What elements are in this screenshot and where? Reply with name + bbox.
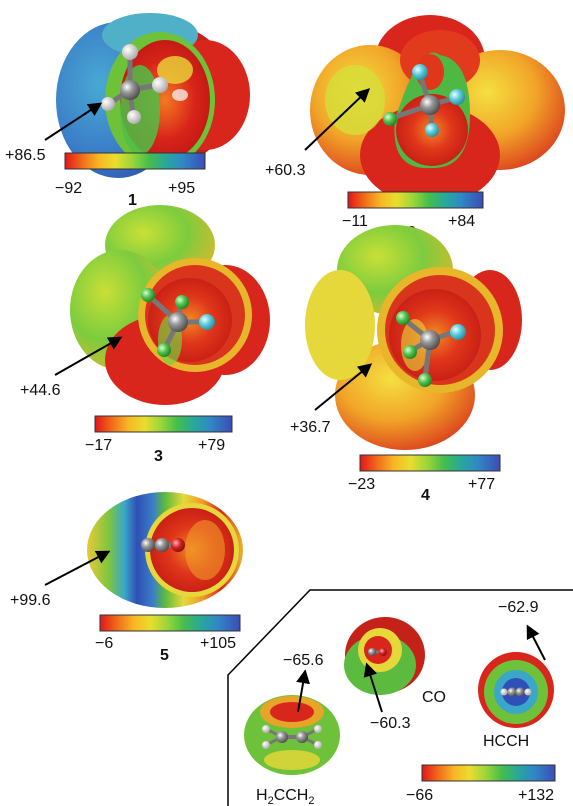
- acetylene-callout-arrow: [526, 624, 546, 661]
- molecule-5-scale-max: +105: [200, 635, 236, 652]
- ethylene-label: H2CCH2: [256, 787, 314, 806]
- molecule-2-ball-and-stick: [383, 64, 465, 137]
- molecule-4-esp-surface: [305, 225, 522, 450]
- molecule-4-ball-and-stick: [396, 311, 466, 387]
- molecule-1-esp-surface: [56, 13, 250, 178]
- molecule-2-scale-min: −11: [342, 213, 368, 230]
- co-callout-value: −60.3: [370, 715, 411, 732]
- ethylene-ball-and-stick: [262, 725, 322, 749]
- ethylene-callout-value: −65.6: [283, 652, 324, 669]
- molecule-3-number: 3: [154, 448, 163, 465]
- molecule-2-callout-value: +60.3: [265, 162, 306, 179]
- co-esp-surface: [344, 617, 425, 695]
- molecule-4-scale-min: −23: [348, 476, 375, 493]
- molecule-1-callout-value: +86.5: [5, 147, 46, 164]
- ethylene-callout-arrow: [296, 669, 310, 713]
- inset-border: [227, 589, 573, 806]
- molecule-5-number: 5: [160, 647, 169, 664]
- molecule-1-callout-arrow: [44, 102, 103, 141]
- molecule-1-scale-min: −92: [55, 180, 82, 197]
- molecule-3-color-scale: [94, 415, 233, 433]
- inset-scale-min: −66: [406, 787, 433, 804]
- molecule-1-color-scale: [64, 152, 206, 170]
- molecule-3-ball-and-stick: [141, 288, 215, 357]
- molecule-2-scale-max: +84: [448, 213, 475, 230]
- molecule-4-scale-max: +77: [468, 476, 495, 493]
- molecule-5-callout-arrow: [44, 550, 111, 586]
- molecule-4-callout-value: +36.7: [290, 419, 331, 436]
- molecule-1-number: 1: [128, 192, 137, 209]
- molecule-3-callout-arrow: [54, 336, 123, 376]
- molecule-5-callout-value: +99.6: [10, 592, 51, 609]
- molecule-1-ball-and-stick: [101, 44, 168, 124]
- co-ball-and-stick: [368, 648, 387, 656]
- molecule-5-ball-and-stick: [141, 538, 185, 552]
- acetylene-ball-and-stick: [500, 687, 532, 697]
- molecule-2-color-scale: [347, 191, 484, 209]
- molecule-2-callout-arrow: [304, 88, 371, 151]
- acetylene-label: HCCH: [483, 733, 529, 750]
- co-label: CO: [422, 689, 446, 706]
- molecule-4-callout-arrow: [314, 363, 373, 411]
- molecule-3-scale-min: −17: [85, 437, 112, 454]
- molecule-3-esp-surface: [70, 205, 270, 405]
- molecule-1-scale-max: +95: [168, 180, 195, 197]
- acetylene-callout-value: −62.9: [498, 599, 539, 616]
- molecule-5-scale-min: −6: [95, 635, 113, 652]
- molecule-4-color-scale: [359, 454, 501, 472]
- molecule-3-callout-value: +44.6: [20, 382, 61, 399]
- co-callout-arrow: [363, 662, 383, 713]
- molecule-3-scale-max: +79: [198, 437, 225, 454]
- inset-color-scale: [421, 764, 556, 782]
- inset-scale-max: +132: [518, 787, 554, 804]
- molecule-5-color-scale: [99, 614, 241, 632]
- molecule-4-number: 4: [421, 487, 430, 504]
